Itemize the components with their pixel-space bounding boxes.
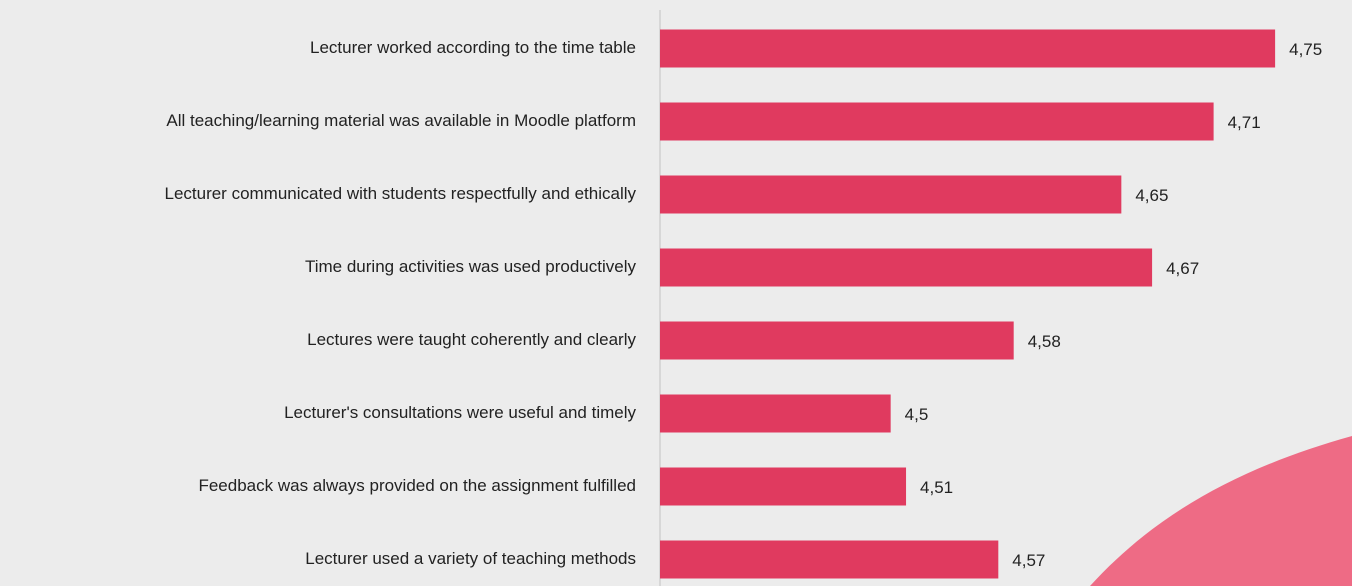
value-label: 4,58: [1028, 332, 1061, 351]
value-label: 4,51: [920, 478, 953, 497]
category-label: All teaching/learning material was avail…: [166, 111, 636, 130]
bar: [660, 321, 1014, 360]
category-label: Lecturer communicated with students resp…: [164, 184, 636, 203]
category-label: Lecturer's consultations were useful and…: [284, 403, 636, 422]
category-label: Lecturer used a variety of teaching meth…: [305, 549, 636, 568]
bar: [660, 540, 999, 579]
bar: [660, 248, 1153, 287]
bar: [660, 394, 891, 433]
bar: [660, 467, 907, 506]
category-label: Lecturer worked according to the time ta…: [310, 38, 636, 57]
bar: [660, 175, 1122, 214]
value-label: 4,65: [1135, 186, 1168, 205]
category-label: Time during activities was used producti…: [305, 257, 637, 276]
value-label: 4,75: [1289, 40, 1322, 59]
decoration: [1090, 436, 1352, 586]
bar: [660, 29, 1276, 68]
bar: [660, 102, 1214, 141]
category-label: Lectures were taught coherently and clea…: [307, 330, 636, 349]
category-label: Feedback was always provided on the assi…: [198, 476, 636, 495]
value-label: 4,67: [1166, 259, 1199, 278]
value-label: 4,5: [905, 405, 929, 424]
value-label: 4,57: [1012, 551, 1045, 570]
value-label: 4,71: [1228, 113, 1261, 132]
